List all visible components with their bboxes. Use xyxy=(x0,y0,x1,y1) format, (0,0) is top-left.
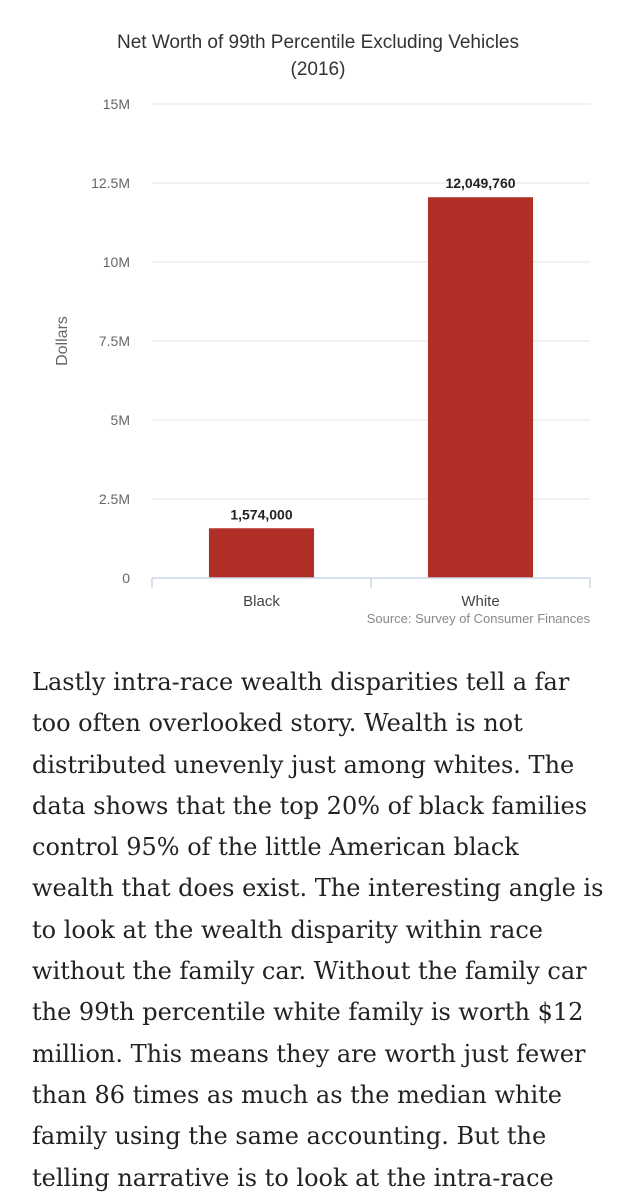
bar-white xyxy=(427,197,534,578)
y-tick-label: 5M xyxy=(111,412,130,428)
article-line: control 95% of the little American black xyxy=(32,833,519,862)
y-tick-label: 2.5M xyxy=(99,491,130,507)
article-body: Lastly intra-race wealth disparities tel… xyxy=(32,662,622,1199)
article-line: too often overlooked story. Wealth is no… xyxy=(32,709,523,738)
chart-title: Net Worth of 99th Percentile Excluding V… xyxy=(117,32,519,53)
article-line: without the family car. Without the fami… xyxy=(32,957,587,986)
bars xyxy=(208,197,534,578)
article-line: the 99th percentile white family is wort… xyxy=(32,998,584,1027)
article-line: to look at the wealth disparity within r… xyxy=(32,915,543,944)
article-line: telling narrative is to look at the intr… xyxy=(32,1163,554,1192)
y-tick-label: 7.5M xyxy=(99,333,130,349)
article-line: than 86 times as much as the median whit… xyxy=(32,1080,562,1109)
y-axis-ticks: 0 2.5M 5M 7.5M 10M 12.5M 15M xyxy=(91,96,130,586)
article-line: distributed unevenly just among whites. … xyxy=(32,750,575,779)
chart-subtitle: (2016) xyxy=(291,59,346,80)
article-line: data shows that the top 20% of black fam… xyxy=(32,791,588,820)
article-line: million. This means they are worth just … xyxy=(32,1039,586,1068)
y-tick-label: 15M xyxy=(103,96,130,112)
x-axis xyxy=(151,577,591,588)
data-label: 12,049,760 xyxy=(445,175,515,191)
y-tick-label: 0 xyxy=(122,570,130,586)
x-tick-label: Black xyxy=(243,593,280,610)
y-tick-label: 12.5M xyxy=(91,175,130,191)
article-line: wealth that does exist. The interesting … xyxy=(32,874,604,903)
bar-black xyxy=(208,528,315,578)
article-line: family using the same accounting. But th… xyxy=(32,1122,547,1151)
y-axis-label: Dollars xyxy=(54,316,71,366)
y-tick-label: 10M xyxy=(103,254,130,270)
source-note: Source: Survey of Consumer Finances xyxy=(367,611,591,626)
bar-chart: Net Worth of 99th Percentile Excluding V… xyxy=(54,32,591,626)
x-axis-ticks: Black White xyxy=(243,593,500,610)
x-tick-label: White xyxy=(461,593,499,610)
article-line: Lastly intra-race wealth disparities tel… xyxy=(32,668,570,696)
data-label: 1,574,000 xyxy=(230,506,292,522)
data-labels: 1,574,000 12,049,760 xyxy=(230,175,515,522)
